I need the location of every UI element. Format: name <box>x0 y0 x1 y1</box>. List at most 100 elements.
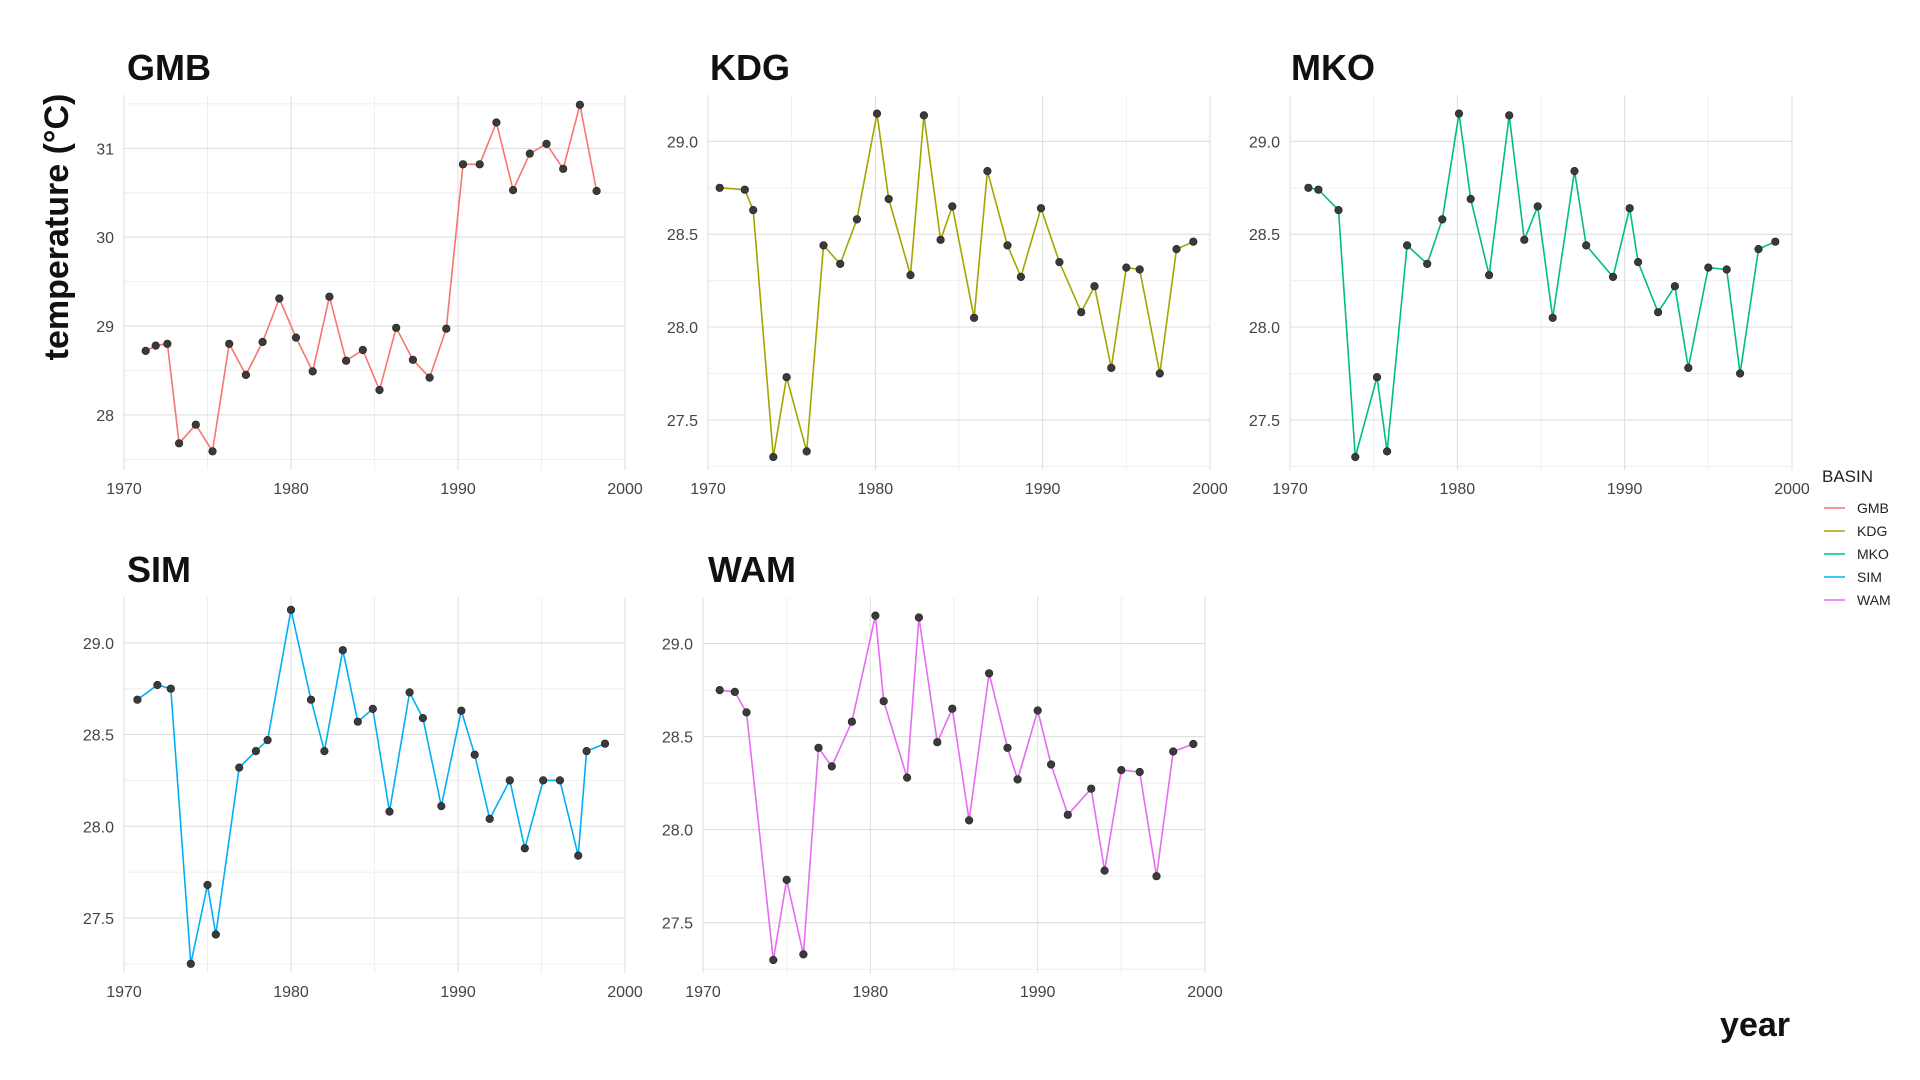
data-point <box>1046 760 1056 769</box>
x-tick-label: 1980 <box>853 984 889 1001</box>
data-point <box>559 164 568 173</box>
y-tick-label: 28.5 <box>662 730 693 747</box>
data-point <box>819 241 828 250</box>
y-tick-label: 28.5 <box>83 728 114 745</box>
x-tick-label: 1990 <box>1607 481 1643 498</box>
legend-entry-kdg: KDG <box>1824 523 1887 539</box>
data-point <box>872 109 882 118</box>
data-point <box>1314 185 1323 194</box>
data-point <box>1090 282 1099 291</box>
data-point <box>1122 263 1131 272</box>
data-point <box>1548 313 1557 322</box>
data-point <box>141 346 150 356</box>
x-tick-label: 1970 <box>685 984 721 1001</box>
data-point <box>485 814 494 824</box>
panel-sim: 1970 1980 1990 2000 27.5 28.0 28.5 29.0 SIM <box>83 549 643 1001</box>
data-point <box>906 271 915 280</box>
data-point <box>847 717 857 726</box>
x-axis-title: year <box>1720 1006 1790 1044</box>
data-point <box>827 762 836 771</box>
data-point <box>368 704 377 714</box>
data-point <box>1382 447 1392 456</box>
y-tick-label: 28.0 <box>83 819 114 836</box>
data-point <box>1100 866 1109 875</box>
data-point <box>1172 245 1181 254</box>
data-point <box>919 111 929 120</box>
data-point <box>715 685 724 695</box>
data-point <box>1107 363 1116 373</box>
y-tick-label: 27.5 <box>662 916 693 933</box>
data-point <box>1155 369 1164 378</box>
panel-mko: 1970 1980 1990 2000 27.5 28.0 28.5 29.0 MKO <box>1249 47 1810 498</box>
data-point <box>1087 784 1096 793</box>
data-point <box>814 743 823 752</box>
data-point <box>275 294 284 303</box>
x-tick-label: 1980 <box>1440 481 1476 498</box>
data-point <box>1135 767 1144 777</box>
data-point <box>1372 373 1382 382</box>
data-point <box>983 167 992 176</box>
legend-entry-gmb: GMB <box>1824 500 1889 516</box>
panel-title: WAM <box>708 549 796 590</box>
y-tick-label: 29.0 <box>83 636 114 653</box>
y-tick-label: 29 <box>96 319 114 336</box>
legend-entry-sim: SIM <box>1824 569 1882 585</box>
legend-label: KDG <box>1857 523 1887 539</box>
data-point <box>508 186 518 195</box>
x-tick-label: 1990 <box>1025 481 1061 498</box>
data-point <box>1189 237 1198 246</box>
data-point <box>802 447 811 456</box>
data-point <box>1003 241 1012 250</box>
data-point <box>715 183 724 192</box>
y-tick-label: 27.5 <box>1249 413 1280 430</box>
data-point <box>392 323 401 332</box>
panel-gmb: 1970 1980 1990 2000 28 29 30 31 GMB <box>96 47 643 498</box>
data-point <box>375 385 384 395</box>
data-point <box>1625 204 1634 213</box>
panel-title: MKO <box>1291 47 1375 88</box>
legend-label: MKO <box>1857 546 1889 562</box>
data-point <box>948 704 957 713</box>
data-point <box>574 851 583 860</box>
x-tick-label: 2000 <box>607 481 643 498</box>
data-point <box>769 955 778 965</box>
x-tick-label: 1980 <box>273 984 309 1001</box>
data-point <box>470 750 479 759</box>
data-point <box>405 688 414 697</box>
data-point <box>492 118 501 127</box>
data-point <box>1454 109 1464 118</box>
data-point <box>1505 111 1514 120</box>
data-point <box>203 880 212 890</box>
data-point <box>308 367 317 376</box>
data-point <box>153 680 162 690</box>
data-point <box>1670 282 1679 291</box>
data-point <box>1334 206 1343 215</box>
data-point <box>191 420 200 429</box>
data-point <box>1754 245 1763 254</box>
data-point <box>320 746 329 756</box>
data-point <box>1704 263 1713 272</box>
panels-layer: 1970 1980 1990 2000 28 29 30 31 GMB 1970 1980 1990 2… <box>83 47 1810 1001</box>
data-point <box>575 100 585 109</box>
legend-entry-wam: WAM <box>1824 592 1891 608</box>
data-point <box>1735 369 1745 378</box>
x-tick-label: 1970 <box>106 481 142 498</box>
data-point <box>1633 258 1643 267</box>
series-line-kdg <box>719 112 1194 458</box>
panel-title: KDG <box>710 47 790 88</box>
y-tick-label: 27.5 <box>83 911 114 928</box>
data-point <box>884 194 893 204</box>
data-point <box>1189 739 1198 749</box>
data-point <box>1169 747 1178 756</box>
y-tick-label: 29.0 <box>1249 134 1280 151</box>
legend-label: SIM <box>1857 569 1882 585</box>
data-point <box>742 708 751 717</box>
data-point <box>353 717 362 726</box>
data-point <box>1582 241 1591 250</box>
x-tick-label: 2000 <box>1774 481 1810 498</box>
data-point <box>782 875 791 885</box>
x-tick-label: 2000 <box>1187 984 1223 1001</box>
data-point <box>1653 308 1663 317</box>
x-tick-label: 1990 <box>440 984 476 1001</box>
data-point <box>358 345 367 355</box>
